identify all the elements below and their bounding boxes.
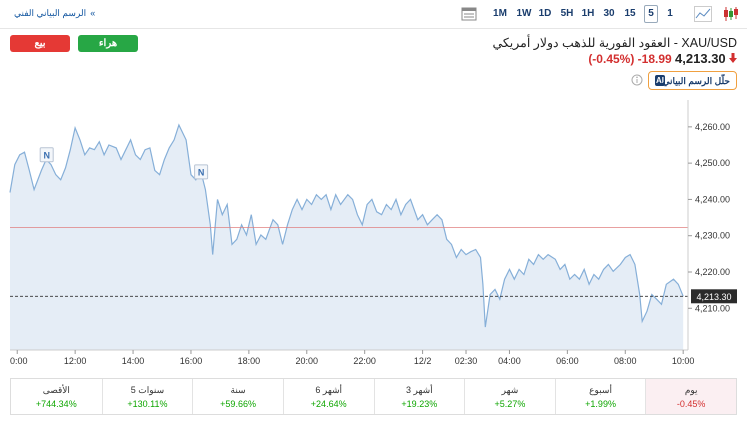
period-label: يوم (684, 385, 698, 395)
x-tick-label: 14:00 (122, 356, 145, 366)
x-tick-label: 04:00 (498, 356, 521, 366)
period-change: +24.64% (310, 399, 347, 409)
period-label: الأقصى (42, 385, 70, 395)
x-tick-label: 02:30 (455, 356, 478, 366)
period-label: 6 أشهر (315, 385, 343, 395)
period-label: أسبوع (589, 385, 612, 395)
timeframe-button[interactable]: 1H (581, 8, 595, 19)
x-tick-label: 18:00 (238, 356, 261, 366)
y-tick-label: 4,240.00 (695, 194, 730, 204)
last-price-box (691, 289, 737, 304)
performance-cell: 6 أشهر +24.64% (282, 379, 374, 414)
ai-badge: AI (655, 75, 665, 86)
y-tick-label: 4,210.00 (695, 303, 730, 313)
x-tick-label: 12/2 (414, 356, 432, 366)
period-label: سنة (230, 385, 246, 395)
sell-button[interactable]: بيع (10, 35, 70, 52)
line-chart-icon[interactable] (694, 6, 712, 22)
period-label: شهر (501, 385, 519, 395)
y-tick-label: 4,260.00 (695, 122, 730, 132)
timeframe-button[interactable]: 1W (516, 8, 532, 19)
collapse-icon[interactable]: » (90, 8, 96, 18)
performance-cell: يوم -0.45% (645, 379, 736, 414)
x-tick-label: 16:00 (180, 356, 203, 366)
y-tick-label: 4,250.00 (695, 158, 730, 168)
analyze-button[interactable]: AI حلّل الرسم البياني (648, 71, 737, 90)
x-tick-label: 10:00 (672, 356, 695, 366)
technical-chart-link[interactable]: »الرسم البياني الفني (10, 8, 95, 19)
news-marker (194, 164, 209, 180)
timeframe-button[interactable]: 15 (624, 8, 636, 19)
price-line: (-0.45%) -18.99 4,213.30 (588, 51, 737, 66)
period-change: +59.66% (220, 399, 256, 409)
news-marker (39, 147, 54, 163)
performance-cell: سنة +59.66% (192, 379, 283, 414)
period-change: +19.23% (401, 399, 438, 409)
change: -18.99 (637, 52, 672, 66)
performance-cell: شهر +5.27% (464, 379, 555, 414)
analyze-label: حلّل الرسم البياني (662, 76, 730, 86)
news-marker-label: N (43, 150, 50, 160)
down-arrow (729, 53, 737, 63)
chart: Investing.com4,210.004,220.004,230.004,2… (9, 100, 737, 366)
technical-chart-title: الرسم البياني الفني (14, 8, 87, 18)
timeframe-button[interactable]: 5 (644, 5, 658, 23)
performance-cell: الأقصى +744.34% (11, 379, 102, 414)
x-tick-label: 08:00 (614, 356, 637, 366)
period-change: +744.34% (35, 399, 77, 409)
info-icon[interactable] (631, 74, 643, 86)
x-tick-label: 12:00 (64, 356, 87, 366)
period-label: 3 أشهر (405, 385, 433, 395)
change-pct: (-0.45%) (588, 52, 635, 66)
period-change: -0.45% (676, 399, 706, 409)
x-tick-label: 06:00 (556, 356, 579, 366)
timeframe-button[interactable]: 1 (667, 8, 673, 19)
y-tick-label: 4,220.00 (695, 267, 730, 277)
news-marker-label: N (198, 167, 205, 177)
timeframe-button[interactable]: 5H (560, 8, 574, 19)
x-tick-label: 0:00 (10, 356, 28, 366)
table-icon[interactable] (461, 6, 477, 22)
performance-cell: 3 أشهر +19.23% (373, 379, 465, 414)
area-fill (10, 125, 684, 350)
performance-cell: أسبوع +1.99% (554, 379, 646, 414)
x-tick-label: 22:00 (353, 356, 376, 366)
x-tick-label: 20:00 (296, 356, 319, 366)
instrument-name: XAU/USD - العقود الفورية للذهب دولار أمر… (492, 36, 737, 50)
performance-cell: 5 سنوات +130.11% (101, 379, 193, 414)
timeframe-button[interactable]: 1D (538, 8, 552, 19)
price: 4,213.30 (675, 51, 726, 66)
timeframe-button[interactable]: 30 (603, 8, 615, 19)
period-change: +5.27% (494, 399, 526, 409)
toolbar: »الرسم البياني الفني 1M 1W 1D 5H 1H 30 15 5 1 (0, 0, 747, 29)
period-label: 5 سنوات (130, 385, 165, 395)
candlestick-icon[interactable] (722, 6, 740, 22)
buy-button[interactable]: هراء (78, 35, 138, 52)
last-price-label: 4,213.30 (696, 292, 731, 302)
timeframe-button[interactable]: 1M (493, 8, 507, 19)
price-line (9, 123, 684, 328)
performance-table: يوم -0.45% أسبوع +1.99% شهر +5.27% 3 أشهر +19.2… (10, 378, 737, 415)
period-change: +130.11% (127, 399, 168, 409)
y-tick-label: 4,230.00 (695, 231, 730, 241)
period-change: +1.99% (585, 399, 616, 409)
